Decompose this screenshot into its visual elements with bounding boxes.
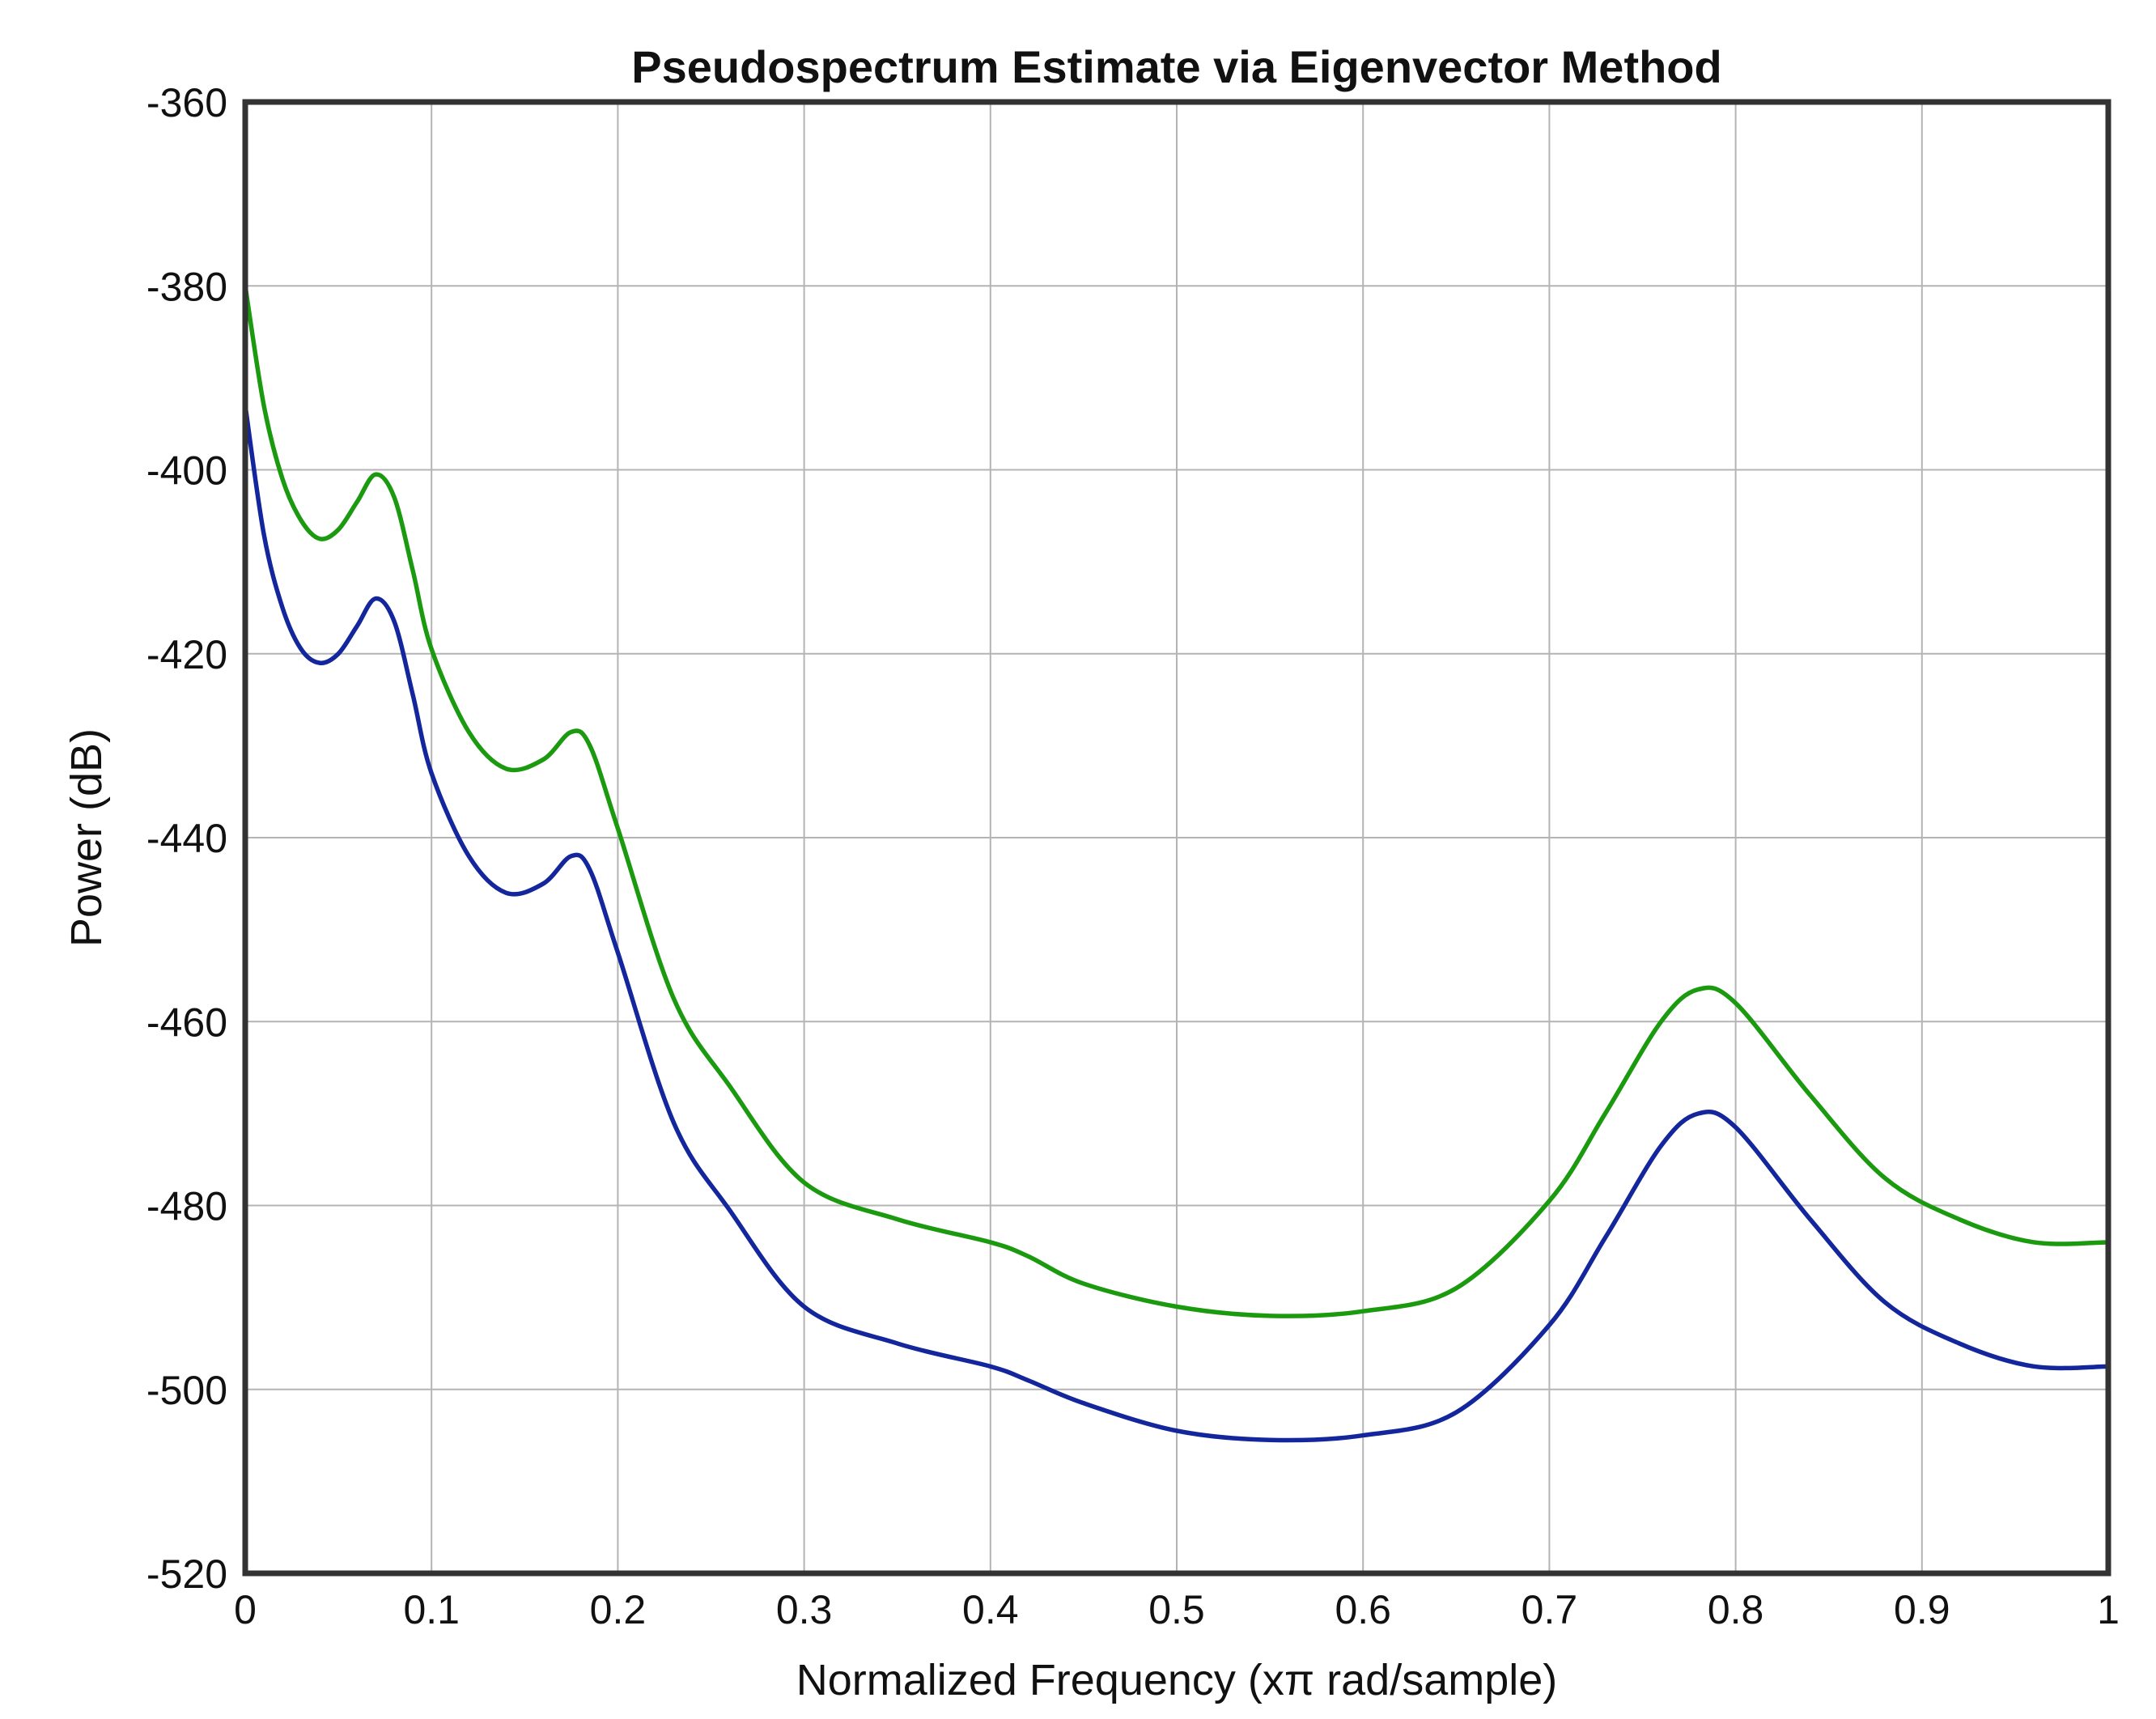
x-tick-label: 0.5 [1148, 1587, 1205, 1632]
x-tick-label: 0.2 [590, 1587, 647, 1632]
y-tick-label: -460 [146, 1000, 227, 1045]
series-line-blue [243, 403, 2111, 1443]
y-tick-label: -400 [146, 448, 227, 494]
x-tick-label: 0.9 [1894, 1587, 1950, 1632]
plot-frame [242, 99, 2111, 1577]
y-tick-label: -500 [146, 1368, 227, 1413]
y-tick-label: -380 [146, 264, 227, 309]
y-tick-labels: -520 -500 -480 -460 -440 -420 -400 -380 -360 [146, 80, 227, 1597]
x-tick-label: 0.3 [776, 1587, 833, 1632]
y-tick-label: -440 [146, 816, 227, 861]
series-line-green [243, 283, 2111, 1318]
x-tick-labels: 0 0.1 0.2 0.3 0.4 0.5 0.6 0.7 0.8 0.9 1 [234, 1587, 2120, 1632]
y-tick-label: -420 [146, 632, 227, 677]
x-tick-label: 0 [234, 1587, 257, 1632]
y-tick-label: -520 [146, 1551, 227, 1597]
grid [245, 102, 2108, 1573]
chart-title: Pseudospectrum Estimate via Eigenvector … [631, 41, 1721, 92]
x-tick-label: 0.1 [403, 1587, 460, 1632]
y-tick-label: -360 [146, 80, 227, 125]
y-axis-label: Power (dB) [62, 728, 111, 947]
y-tick-label: -480 [146, 1184, 227, 1229]
x-tick-label: 0.8 [1708, 1587, 1764, 1632]
x-tick-label: 0.7 [1522, 1587, 1578, 1632]
x-tick-label: 0.6 [1335, 1587, 1391, 1632]
series-group [243, 283, 2111, 1443]
x-tick-label: 1 [2097, 1587, 2120, 1632]
x-axis-label: Normalized Frequency (xπ rad/sample) [796, 1656, 1558, 1704]
x-tick-label: 0.4 [962, 1587, 1019, 1632]
